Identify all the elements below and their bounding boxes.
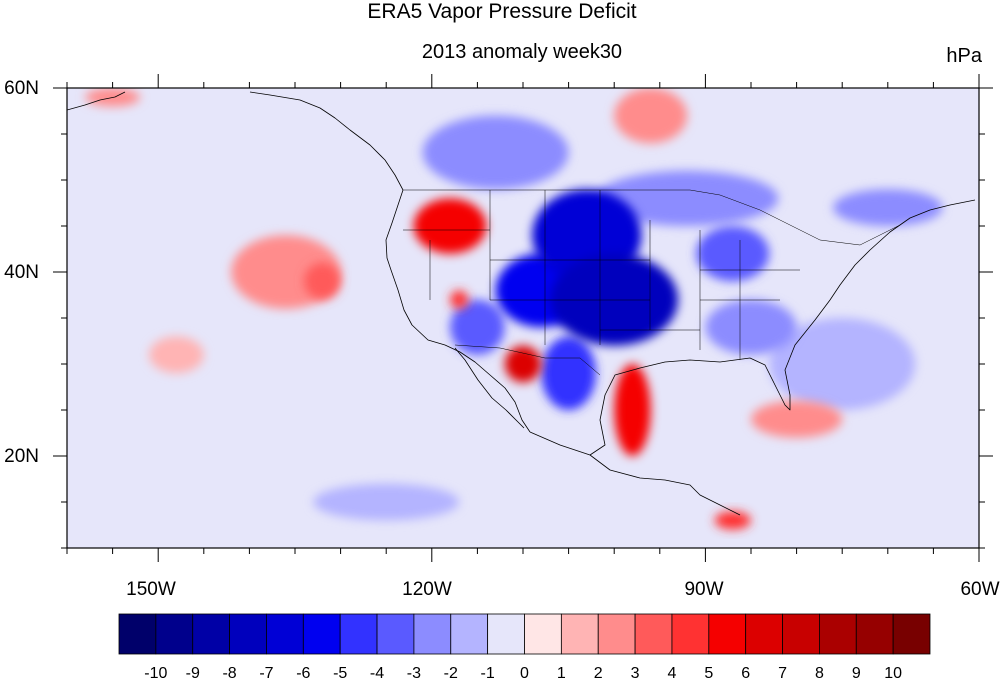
units-label: hPa bbox=[946, 45, 982, 67]
positive-anomaly-region bbox=[614, 88, 688, 144]
colorbar-label: -8 bbox=[222, 665, 236, 681]
x-axis-labels: 150W 120W 90W 60W bbox=[126, 579, 999, 600]
colorbar-swatch bbox=[450, 613, 489, 655]
positive-anomaly-region bbox=[304, 262, 341, 300]
colorbar-swatch bbox=[634, 613, 673, 655]
negative-anomaly-region bbox=[422, 115, 569, 190]
y-tick-label: 40N bbox=[4, 262, 39, 283]
colorbar-swatch bbox=[819, 613, 857, 655]
negative-anomaly-region bbox=[769, 318, 916, 410]
colorbar-label: -6 bbox=[296, 665, 310, 681]
colorbar-swatch bbox=[524, 613, 562, 655]
colorbar-swatch bbox=[892, 613, 931, 655]
x-tick-label: 150W bbox=[126, 579, 176, 600]
positive-anomaly-region bbox=[614, 364, 651, 456]
negative-anomaly-region bbox=[595, 170, 779, 226]
colorbar-swatch bbox=[782, 613, 820, 655]
colorbar-swatch bbox=[745, 613, 783, 655]
anomaly-field bbox=[85, 88, 943, 530]
figure-subtitle: 2013 anomaly week30 bbox=[421, 41, 623, 63]
axis-ticks bbox=[53, 74, 993, 562]
negative-anomaly-region bbox=[696, 226, 770, 282]
colorbar-label: 10 bbox=[884, 665, 902, 681]
state-lines bbox=[403, 190, 800, 360]
positive-anomaly-region bbox=[413, 198, 487, 254]
colorbar-label: -10 bbox=[144, 665, 167, 681]
colorbar-label: 6 bbox=[741, 665, 750, 681]
colorbar-label: -7 bbox=[259, 665, 273, 681]
us-canada-border bbox=[403, 189, 901, 246]
colorbar-swatch bbox=[339, 613, 378, 655]
colorbar: -10 -9 -8 -7 -6 -5 -4 -3 -2 -1 0 1 2 3 4 5 6 7 8 9 10 bbox=[118, 613, 931, 681]
x-tick-label: 90W bbox=[684, 579, 723, 600]
colorbar-swatch bbox=[155, 613, 194, 655]
positive-anomaly-region bbox=[504, 345, 542, 383]
colorbar-swatch bbox=[597, 613, 636, 655]
x-tick-label: 120W bbox=[402, 579, 452, 600]
colorbar-label: -9 bbox=[186, 665, 200, 681]
baja-path bbox=[454, 347, 525, 429]
us-mexico-border bbox=[454, 344, 601, 376]
colorbar-label: -3 bbox=[407, 665, 421, 681]
yucatan-path bbox=[589, 454, 741, 516]
y-tick-label: 60N bbox=[4, 78, 39, 99]
colorbar-label: 5 bbox=[704, 665, 713, 681]
colorbar-label: 2 bbox=[594, 665, 603, 681]
colorbar-swatch bbox=[671, 613, 710, 655]
colorbar-swatch bbox=[855, 613, 894, 655]
negative-anomaly-region bbox=[541, 336, 596, 411]
alaska-path bbox=[67, 91, 126, 111]
negative-anomaly-region bbox=[550, 253, 679, 346]
y-axis-labels: 20N 40N 60N bbox=[4, 78, 39, 467]
colorbar-swatch bbox=[266, 613, 304, 655]
gulf-coast-path bbox=[529, 199, 976, 456]
colorbar-swatch bbox=[708, 613, 747, 655]
colorbar-swatch bbox=[376, 613, 415, 655]
coastlines bbox=[67, 91, 976, 516]
map-plot-area bbox=[53, 74, 993, 562]
figure-title: ERA5 Vapor Pressure Deficit bbox=[367, 0, 637, 23]
y-tick-label: 20N bbox=[4, 446, 39, 467]
colorbar-swatch bbox=[413, 613, 452, 655]
canada-coast-path bbox=[249, 91, 404, 191]
negative-anomaly-region bbox=[833, 189, 943, 227]
positive-anomaly-region bbox=[149, 336, 204, 374]
colorbar-label: 7 bbox=[778, 665, 787, 681]
colorbar-label: 1 bbox=[557, 665, 566, 681]
political-boundaries bbox=[403, 189, 901, 376]
colorbar-label: -5 bbox=[333, 665, 347, 681]
coast-west-path bbox=[385, 189, 531, 433]
colorbar-label: 8 bbox=[815, 665, 824, 681]
colorbar-swatch bbox=[560, 613, 599, 655]
x-tick-label: 60W bbox=[960, 579, 999, 600]
positive-anomaly-region bbox=[714, 511, 751, 530]
colorbar-swatch bbox=[229, 613, 267, 655]
colorbar-label: -4 bbox=[370, 665, 384, 681]
colorbar-label: -1 bbox=[481, 665, 495, 681]
colorbar-label: 9 bbox=[852, 665, 861, 681]
colorbar-swatch bbox=[302, 613, 341, 655]
positive-anomaly-region bbox=[751, 400, 843, 438]
colorbar-label: 4 bbox=[668, 665, 677, 681]
negative-anomaly-region bbox=[112, 216, 204, 272]
colorbar-swatch bbox=[192, 613, 230, 655]
colorbar-label: 0 bbox=[520, 665, 529, 681]
negative-anomaly-region bbox=[313, 483, 460, 521]
colorbar-label: 3 bbox=[631, 665, 640, 681]
negative-anomaly-region bbox=[450, 299, 505, 355]
colorbar-swatch bbox=[487, 613, 525, 655]
positive-anomaly-region bbox=[450, 290, 469, 309]
colorbar-swatch bbox=[118, 613, 157, 655]
colorbar-label: -2 bbox=[444, 665, 458, 681]
negative-anomaly-region bbox=[705, 299, 797, 355]
